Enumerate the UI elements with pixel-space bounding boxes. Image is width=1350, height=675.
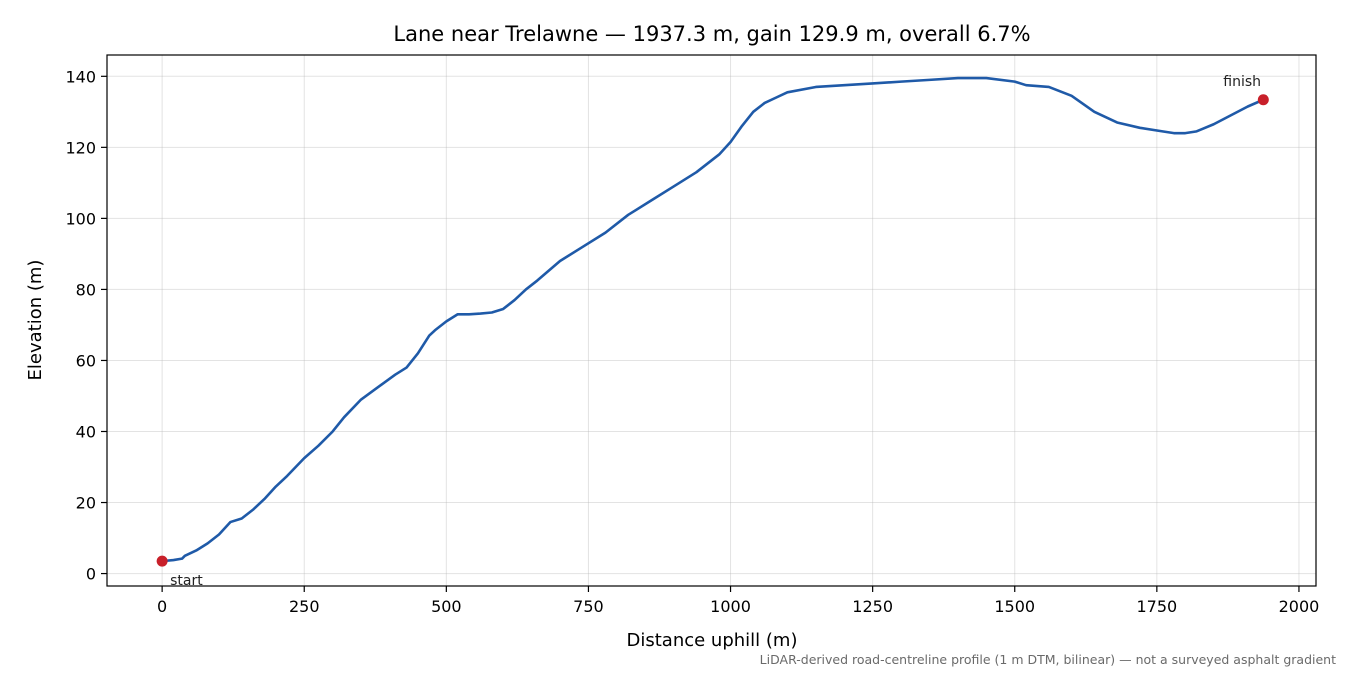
y-tick-label: 0 (86, 565, 96, 584)
footnote: LiDAR-derived road-centreline profile (1… (760, 652, 1336, 667)
x-tick-label: 750 (573, 597, 604, 616)
x-axis-ticks: 0 250 500 750 1000 1250 1500 1750 2000 (157, 586, 1319, 616)
x-tick-label: 1500 (994, 597, 1035, 616)
plot-frame (106, 54, 1317, 587)
y-axis-ticks: 0 20 40 60 80 100 120 140 (65, 67, 107, 584)
start-marker (156, 555, 168, 567)
finish-label: finish (1223, 74, 1261, 90)
marker-layer: start finish (156, 74, 1269, 589)
y-axis-label: Elevation (m) (25, 260, 46, 381)
y-tick-label: 60 (76, 351, 96, 370)
x-tick-label: 250 (289, 597, 320, 616)
start-label: start (170, 573, 203, 589)
y-tick-label: 100 (65, 209, 96, 228)
x-tick-label: 0 (157, 597, 167, 616)
chart-title: Lane near Trelawne — 1937.3 m, gain 129.… (393, 22, 1030, 46)
y-tick-label: 140 (65, 67, 96, 86)
grid (107, 55, 1316, 586)
x-tick-label: 500 (431, 597, 462, 616)
y-tick-label: 80 (76, 280, 96, 299)
y-tick-label: 40 (76, 422, 96, 441)
x-tick-label: 1750 (1136, 597, 1177, 616)
x-tick-label: 1250 (852, 597, 893, 616)
series-layer (160, 76, 1265, 563)
elevation-line (160, 76, 1265, 563)
y-tick-label: 20 (76, 494, 96, 513)
y-tick-label: 120 (65, 138, 96, 157)
x-axis-label: Distance uphill (m) (627, 630, 798, 651)
finish-marker (1257, 94, 1269, 106)
x-tick-label: 2000 (1279, 597, 1320, 616)
x-tick-label: 1000 (710, 597, 751, 616)
